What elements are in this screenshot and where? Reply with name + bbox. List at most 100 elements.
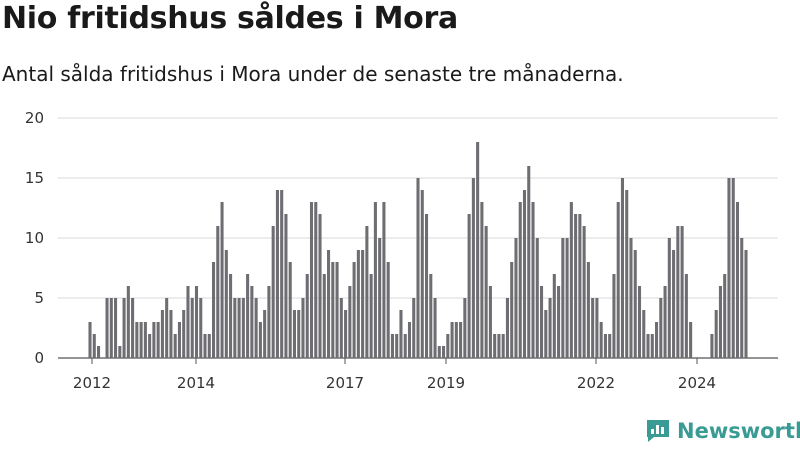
bar <box>689 322 693 358</box>
bar <box>403 334 407 358</box>
bar <box>637 286 642 358</box>
bar <box>139 322 143 358</box>
bar <box>437 346 441 358</box>
bar <box>561 238 565 358</box>
bar <box>629 238 633 358</box>
bar <box>531 202 535 358</box>
bar <box>612 274 616 358</box>
bar <box>390 334 394 358</box>
bar <box>608 334 612 358</box>
y-axis-ticks: 0 5 10 15 20 <box>25 109 44 367</box>
bar <box>369 274 373 358</box>
bar <box>399 310 403 358</box>
bar <box>578 214 582 358</box>
bar <box>493 334 497 358</box>
x-tick-label: 2024 <box>678 374 716 392</box>
bar <box>165 298 169 358</box>
bar <box>216 226 220 358</box>
bar <box>160 310 164 358</box>
bar <box>505 298 509 358</box>
newsworthy-logo[interactable]: Newsworthy <box>645 418 800 444</box>
bar <box>518 202 522 358</box>
bar <box>655 322 659 358</box>
bar <box>114 298 118 358</box>
bar <box>148 334 152 358</box>
bar <box>309 202 314 358</box>
bar <box>714 310 718 358</box>
bar <box>331 262 335 358</box>
y-tick-label: 5 <box>34 289 44 307</box>
bar <box>131 298 135 358</box>
bar <box>548 298 552 358</box>
bar <box>284 214 288 358</box>
bar <box>194 286 199 358</box>
bar <box>122 298 126 358</box>
bar <box>382 202 386 358</box>
bar <box>565 238 569 358</box>
bar <box>467 214 471 358</box>
bar <box>190 298 194 358</box>
bar <box>156 322 160 358</box>
bar <box>574 214 578 358</box>
bar <box>497 334 501 358</box>
bar <box>314 202 318 358</box>
bar <box>271 226 275 358</box>
x-tick-label: 2022 <box>577 374 615 392</box>
bar <box>731 178 735 358</box>
bar <box>454 322 458 358</box>
bar <box>650 334 654 358</box>
bar <box>676 226 680 358</box>
bar <box>514 238 518 358</box>
bar <box>463 298 467 358</box>
bar <box>135 322 139 358</box>
bar <box>96 346 101 358</box>
y-tick-label: 10 <box>25 229 44 247</box>
bar <box>412 298 416 358</box>
bar <box>207 334 211 358</box>
bar <box>740 238 744 358</box>
data-labels: 9 <box>745 0 755 4</box>
bar <box>92 334 96 358</box>
bar <box>540 286 544 358</box>
bar <box>527 166 531 358</box>
bar <box>386 262 390 358</box>
bars <box>88 142 748 358</box>
bar <box>659 298 663 358</box>
bar <box>710 334 714 358</box>
bar <box>420 190 424 358</box>
newsworthy-icon <box>647 420 669 442</box>
bar <box>267 286 271 358</box>
bar <box>680 226 684 358</box>
bar <box>297 310 301 358</box>
bar <box>212 262 216 358</box>
bar <box>339 298 343 358</box>
bar <box>599 322 603 358</box>
bar <box>352 262 356 358</box>
bar <box>395 334 399 358</box>
bar <box>522 190 527 358</box>
bar <box>586 262 590 358</box>
bar <box>616 202 620 358</box>
chart-title: Nio fritidshus såldes i Mora <box>2 1 458 36</box>
bar <box>348 286 352 358</box>
bar <box>237 298 241 358</box>
bar <box>301 298 305 358</box>
bar <box>744 250 748 358</box>
bar <box>378 238 382 358</box>
bar <box>484 226 488 358</box>
bar <box>258 322 262 358</box>
bar <box>429 274 433 358</box>
bar <box>335 262 339 358</box>
bar <box>446 334 450 358</box>
chart-subtitle: Antal sålda fritidshus i Mora under de s… <box>2 62 624 86</box>
bar <box>510 262 514 358</box>
y-tick-label: 0 <box>34 349 44 367</box>
bar <box>501 334 505 358</box>
bar <box>471 178 475 358</box>
bar <box>373 202 377 358</box>
bar <box>322 274 326 358</box>
bar <box>663 286 667 358</box>
bar <box>224 250 228 358</box>
bar <box>327 250 331 358</box>
bar <box>361 250 365 358</box>
